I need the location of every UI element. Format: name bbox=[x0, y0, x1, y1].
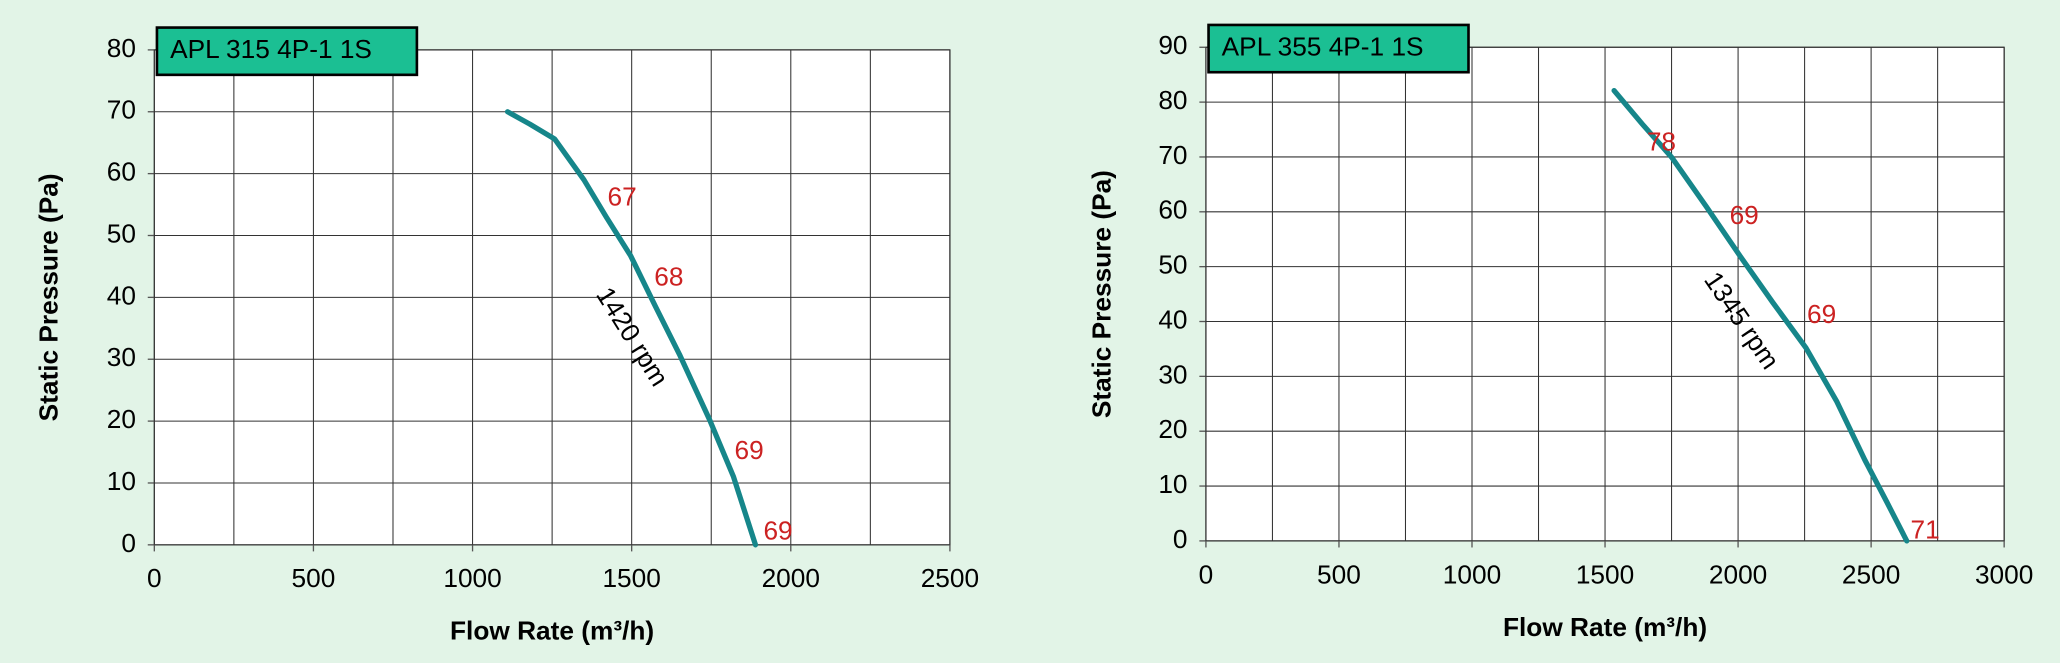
noise-label: 69 bbox=[763, 515, 792, 545]
x-tick-label: 2500 bbox=[1842, 559, 1900, 589]
title-box bbox=[155, 26, 419, 77]
noise-label: 78 bbox=[1647, 127, 1676, 157]
y-tick-label: 50 bbox=[107, 218, 136, 248]
y-axis-title: Static Pressure (Pa) bbox=[1086, 170, 1116, 418]
curve bbox=[504, 109, 759, 548]
y-axis-title: Static Pressure (Pa) bbox=[34, 173, 64, 421]
noise-label: 71 bbox=[1911, 515, 1940, 545]
y-tick-label: 60 bbox=[107, 157, 136, 187]
x-tick-label: 500 bbox=[292, 563, 336, 593]
noise-label: 68 bbox=[654, 262, 683, 292]
title-box bbox=[1207, 23, 1470, 74]
y-tick-label: 20 bbox=[107, 404, 136, 434]
y-tick-label: 10 bbox=[1158, 469, 1187, 499]
y-tick-label: 50 bbox=[1158, 250, 1187, 280]
y-tick-label: 70 bbox=[107, 95, 136, 125]
x-axis-title: Flow Rate (m³/h) bbox=[1503, 612, 1707, 642]
x-tick-label: 2500 bbox=[921, 563, 979, 593]
x-tick-label: 1500 bbox=[1576, 559, 1634, 589]
chart-title: APL 315 4P-1 1S bbox=[170, 34, 372, 64]
chart-title: APL 355 4P-1 1S bbox=[1222, 32, 1424, 62]
curve bbox=[1611, 87, 1910, 544]
noise-label: 69 bbox=[1730, 200, 1759, 230]
x-tick-label: 2000 bbox=[762, 563, 820, 593]
x-tick-label: 1000 bbox=[1443, 559, 1501, 589]
x-tick-label: 1000 bbox=[443, 563, 501, 593]
y-tick-label: 90 bbox=[1158, 30, 1187, 60]
x-tick-label: 3000 bbox=[1975, 559, 2033, 589]
y-tick-label: 40 bbox=[1158, 304, 1187, 334]
x-axis-title: Flow Rate (m³/h) bbox=[450, 616, 654, 646]
y-tick-label: 20 bbox=[1158, 414, 1187, 444]
x-tick-label: 1500 bbox=[602, 563, 660, 593]
x-tick-label: 0 bbox=[147, 563, 162, 593]
y-tick-label: 70 bbox=[1158, 140, 1187, 170]
x-tick-label: 0 bbox=[1199, 559, 1214, 589]
y-tick-label: 80 bbox=[107, 33, 136, 63]
y-tick-label: 60 bbox=[1158, 195, 1187, 225]
y-tick-label: 30 bbox=[107, 342, 136, 372]
noise-label: 67 bbox=[608, 181, 637, 211]
y-tick-label: 30 bbox=[1158, 359, 1187, 389]
y-tick-label: 40 bbox=[107, 280, 136, 310]
x-tick-label: 2000 bbox=[1709, 559, 1767, 589]
y-tick-label: 0 bbox=[1173, 524, 1188, 554]
y-tick-label: 0 bbox=[121, 528, 136, 558]
noise-label: 69 bbox=[735, 435, 764, 465]
x-tick-label: 500 bbox=[1317, 559, 1361, 589]
noise-label: 69 bbox=[1807, 299, 1836, 329]
y-tick-label: 10 bbox=[107, 466, 136, 496]
y-tick-label: 80 bbox=[1158, 85, 1187, 115]
